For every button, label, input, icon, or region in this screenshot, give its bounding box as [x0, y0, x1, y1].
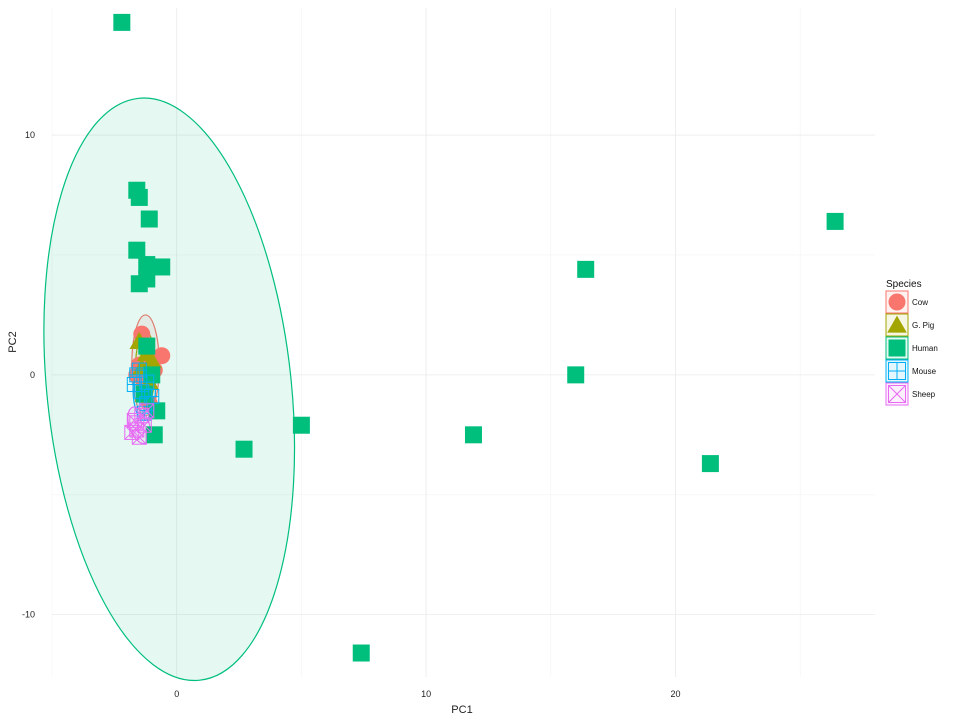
x-axis-label: PC1 — [451, 704, 472, 716]
legend-marker-mouse — [888, 362, 906, 380]
point-human — [148, 402, 166, 420]
x-tick-label: 20 — [670, 689, 680, 699]
point-human — [128, 241, 146, 259]
point-human — [292, 416, 310, 434]
point-human — [235, 440, 253, 458]
point-cow — [153, 347, 171, 365]
legend-marker-human — [888, 339, 906, 357]
grid-lines — [51, 8, 875, 677]
point-human — [352, 644, 370, 662]
point-human — [138, 337, 156, 355]
point-g-pig — [141, 351, 162, 369]
point-mouse — [129, 367, 145, 383]
point-sheep — [139, 403, 155, 419]
data-points — [113, 13, 844, 662]
point-human — [130, 188, 148, 206]
point-human — [153, 258, 171, 276]
x-tick-label: 10 — [421, 689, 431, 699]
point-human — [826, 212, 844, 230]
x-tick-label: 0 — [174, 689, 179, 699]
point-sheep — [136, 417, 152, 433]
point-human — [138, 256, 156, 274]
legend-label-g-pig: G. Pig — [912, 321, 934, 330]
y-tick-label: -10 — [22, 610, 35, 620]
point-human — [464, 426, 482, 444]
axis-tick-labels: 0 10 20 -10 0 10 — [22, 130, 681, 699]
point-human — [113, 13, 131, 31]
point-human — [701, 455, 719, 473]
legend-label-sheep: Sheep — [912, 390, 936, 399]
legend-label-cow: Cow — [912, 298, 928, 307]
y-tick-label: 10 — [25, 130, 35, 140]
point-sheep — [126, 412, 142, 428]
point-human — [577, 260, 595, 278]
point-human — [130, 275, 148, 293]
legend-label-mouse: Mouse — [912, 367, 937, 376]
ellipse-human — [43, 97, 296, 682]
legend-label-human: Human — [912, 344, 938, 353]
legend-title: Species — [886, 279, 922, 290]
point-human — [140, 210, 158, 228]
y-axis-label: PC2 — [7, 331, 19, 352]
legend-marker-g-pig — [887, 315, 907, 333]
y-tick-label: 0 — [30, 370, 35, 380]
legend: Species Cow G. Pig Human Mouse Sheep — [885, 279, 938, 406]
point-human — [567, 366, 585, 384]
point-mouse — [126, 376, 142, 392]
legend-marker-cow — [888, 293, 906, 311]
legend-marker-sheep — [888, 385, 906, 403]
confidence-ellipses — [43, 97, 296, 682]
